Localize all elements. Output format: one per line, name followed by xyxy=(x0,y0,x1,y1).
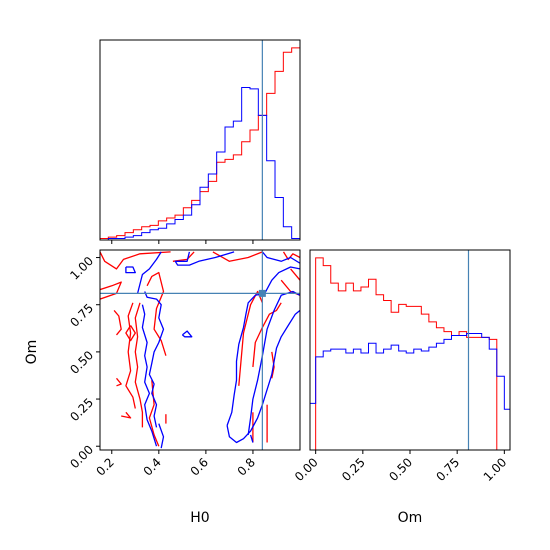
contour-5 xyxy=(113,309,122,336)
om-x-tick-label-1: 0.25 xyxy=(339,455,368,484)
contour-21 xyxy=(125,266,136,274)
contour-frame xyxy=(99,249,301,451)
om-hist-frame xyxy=(309,249,511,451)
contour-27 xyxy=(158,423,165,449)
contour-0 xyxy=(100,251,171,270)
contour-3 xyxy=(282,251,300,261)
om-x-tick-label-0: 0.00 xyxy=(292,455,321,484)
truth-marker xyxy=(258,289,266,297)
om-hist-series-1 xyxy=(309,333,511,450)
contour-30 xyxy=(226,309,300,444)
contour-10 xyxy=(125,325,136,342)
contour-32 xyxy=(249,434,254,443)
om-axis-label: Om xyxy=(398,510,423,526)
om-x-tick-label-2: 0.50 xyxy=(386,455,415,484)
contour-25 xyxy=(144,291,165,428)
h0-hist-series-0 xyxy=(99,47,301,240)
contour-16 xyxy=(271,351,275,379)
h0-hist-series-1 xyxy=(100,86,301,241)
om-y-tick-label-2: 0.50 xyxy=(67,348,96,377)
contour-8 xyxy=(146,271,167,356)
om-y-axis-label: Om xyxy=(24,340,40,365)
contour-7 xyxy=(134,302,144,428)
om-hist-series-0 xyxy=(310,257,510,451)
contour-28 xyxy=(181,330,193,338)
h0-histogram-panel xyxy=(99,39,301,244)
om-y-tick-label-3: 0.75 xyxy=(67,301,96,330)
contour-22 xyxy=(136,251,162,294)
contour-24 xyxy=(261,251,300,264)
contour-6 xyxy=(125,302,136,409)
om-y-tick-label-0: 0.00 xyxy=(67,442,96,471)
om-x-tick-label-3: 0.75 xyxy=(433,455,462,484)
h0-x-tick-label-3: 0.8 xyxy=(235,455,258,478)
contour-29 xyxy=(226,266,300,426)
contour-lines xyxy=(100,251,300,449)
contour-15 xyxy=(252,302,282,368)
h0-x-tick-label-2: 0.6 xyxy=(188,455,211,478)
om-y-tick-label-1: 0.25 xyxy=(67,395,96,424)
om-x-tick-label-4: 1.00 xyxy=(481,455,510,484)
h0-x-tick-label-0: 0.2 xyxy=(93,455,116,478)
h0-x-tick-label-1: 0.4 xyxy=(141,455,164,478)
contour-26 xyxy=(141,304,158,447)
contour-11 xyxy=(115,377,122,387)
h0-om-contour-panel: 0.2 0.4 0.6 0.8 0.00 0.25 0.50 0.75 1.00 xyxy=(67,249,301,479)
h0-hist-frame xyxy=(99,39,301,241)
om-histogram-panel: 0.00 0.25 0.50 0.75 1.00 xyxy=(292,249,511,484)
contour-4 xyxy=(100,281,122,300)
contour-2 xyxy=(212,251,263,262)
contour-23 xyxy=(174,251,235,266)
h0-axis-label: H0 xyxy=(190,510,209,526)
contour-12 xyxy=(121,411,132,419)
contour-1 xyxy=(172,251,195,262)
om-y-tick-label-4: 1.00 xyxy=(67,254,96,283)
contour-19 xyxy=(290,268,300,281)
